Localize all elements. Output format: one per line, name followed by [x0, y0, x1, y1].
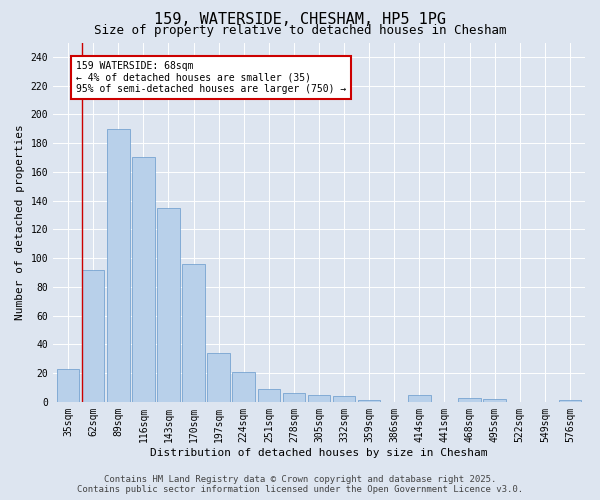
Y-axis label: Number of detached properties: Number of detached properties — [15, 124, 25, 320]
Bar — [57, 369, 79, 402]
Bar — [107, 128, 130, 402]
Text: 159 WATERSIDE: 68sqm
← 4% of detached houses are smaller (35)
95% of semi-detach: 159 WATERSIDE: 68sqm ← 4% of detached ho… — [76, 61, 346, 94]
Bar — [283, 393, 305, 402]
Bar — [408, 394, 431, 402]
Bar — [132, 158, 155, 402]
Text: Size of property relative to detached houses in Chesham: Size of property relative to detached ho… — [94, 24, 506, 37]
Bar — [458, 398, 481, 402]
Text: 159, WATERSIDE, CHESHAM, HP5 1PG: 159, WATERSIDE, CHESHAM, HP5 1PG — [154, 12, 446, 28]
Bar — [232, 372, 255, 402]
Bar — [257, 389, 280, 402]
Bar — [559, 400, 581, 402]
Bar — [484, 399, 506, 402]
Bar — [333, 396, 355, 402]
Bar — [157, 208, 180, 402]
Bar — [358, 400, 380, 402]
Bar — [308, 394, 331, 402]
Bar — [82, 270, 104, 402]
Bar — [208, 353, 230, 402]
Text: Contains HM Land Registry data © Crown copyright and database right 2025.
Contai: Contains HM Land Registry data © Crown c… — [77, 474, 523, 494]
X-axis label: Distribution of detached houses by size in Chesham: Distribution of detached houses by size … — [150, 448, 488, 458]
Bar — [182, 264, 205, 402]
